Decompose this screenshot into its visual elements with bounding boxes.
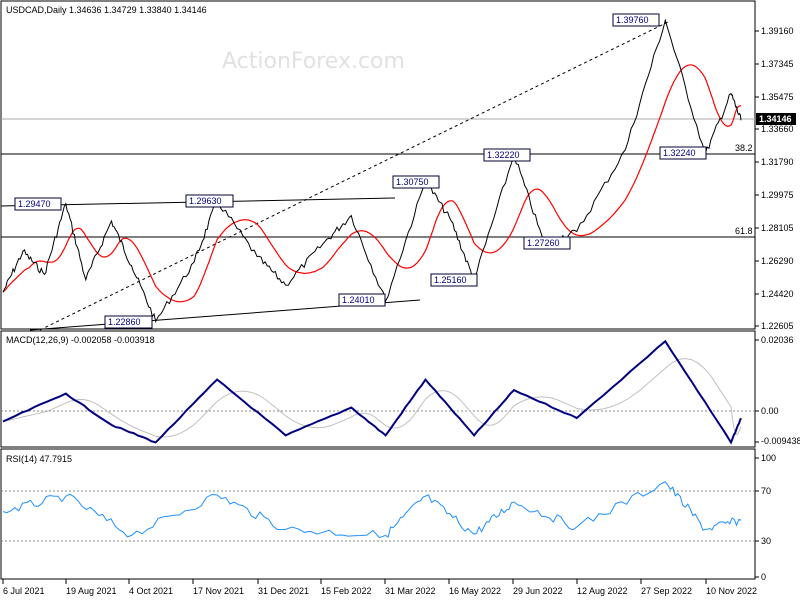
price-tick: 1.29975 xyxy=(761,190,794,200)
fib-projection-line xyxy=(39,21,669,331)
x-tick: 31 Dec 2021 xyxy=(258,586,309,596)
macd-header: MACD(12,26,9) -0.002058 -0.003918 xyxy=(6,335,155,345)
price-line xyxy=(2,18,742,323)
sma-line xyxy=(2,64,742,303)
level-label: 1.29470 xyxy=(18,199,51,209)
level-label: 1.29630 xyxy=(189,196,222,206)
price-tick: 1.26290 xyxy=(761,256,794,266)
macd-y-axis: 0.02036 0.00 -0.009438 xyxy=(755,335,800,446)
rsi-line xyxy=(2,481,742,539)
rsi-tick: 70 xyxy=(761,486,771,496)
price-tick: 1.24420 xyxy=(761,289,794,299)
level-label: 1.22860 xyxy=(108,317,141,327)
level-box xyxy=(612,13,660,27)
level-box xyxy=(659,146,707,160)
current-price-marker xyxy=(756,113,796,125)
level-label: 1.30750 xyxy=(396,177,429,187)
x-tick: 15 Feb 2022 xyxy=(321,586,372,596)
macd-signal-line xyxy=(2,357,742,438)
x-tick: 27 Sep 2022 xyxy=(641,586,692,596)
x-tick: 6 Jul 2021 xyxy=(3,586,45,596)
x-tick: 29 Jun 2022 xyxy=(513,586,563,596)
price-tick: 1.31790 xyxy=(761,157,794,167)
macd-panel xyxy=(0,330,756,448)
rsi-panel xyxy=(0,448,756,580)
level-label: 1.25160 xyxy=(434,275,467,285)
rsi-tick: 30 xyxy=(761,536,771,546)
rsi-y-axis: 100 70 30 0 xyxy=(755,453,776,582)
x-tick: 19 Aug 2021 xyxy=(66,586,117,596)
level-label: 1.39760 xyxy=(616,15,649,25)
level-label: 1.24010 xyxy=(342,295,375,305)
price-tick: 1.37345 xyxy=(761,59,794,69)
fib-618-label: 61.8 xyxy=(735,226,753,236)
level-label: 1.32240 xyxy=(663,148,696,158)
level-box xyxy=(392,175,440,189)
x-tick: 16 May 2022 xyxy=(449,586,501,596)
level-box xyxy=(14,197,62,211)
x-tick: 4 Oct 2021 xyxy=(129,586,173,596)
x-tick: 12 Aug 2022 xyxy=(577,586,628,596)
level-box xyxy=(338,293,386,307)
level-labels: 1.29470 1.29630 1.22860 1.24010 1.30750 … xyxy=(14,13,707,329)
level-box xyxy=(483,148,531,162)
macd-line xyxy=(2,339,742,445)
price-y-axis: 1.39160 1.37345 1.35475 1.33660 1.31790 … xyxy=(755,26,794,331)
price-panel xyxy=(0,0,756,330)
price-tick: 1.33660 xyxy=(761,124,794,134)
level-box xyxy=(104,315,153,329)
macd-tick: 0.02036 xyxy=(761,335,794,345)
rsi-tick: 0 xyxy=(761,572,766,582)
price-tick: 1.28105 xyxy=(761,223,794,233)
x-tick: 31 Mar 2022 xyxy=(385,586,436,596)
macd-tick: 0.00 xyxy=(761,406,779,416)
x-tick: 17 Nov 2021 xyxy=(193,586,244,596)
price-tick: 1.35475 xyxy=(761,92,794,102)
watermark: ActionForex.com xyxy=(222,49,405,74)
level-box xyxy=(185,194,234,208)
level-label: 1.27260 xyxy=(527,238,560,248)
price-tick: 1.39160 xyxy=(761,26,794,36)
x-tick: 10 Nov 2022 xyxy=(706,586,757,596)
x-axis: 6 Jul 2021 19 Aug 2021 4 Oct 2021 17 Nov… xyxy=(2,579,757,596)
rsi-tick: 100 xyxy=(761,453,776,463)
fib-382-label: 38.2 xyxy=(735,143,753,153)
rsi-header: RSI(14) 47.7915 xyxy=(6,454,72,464)
price-header: USDCAD,Daily 1.34636 1.34729 1.33840 1.3… xyxy=(6,5,207,15)
level-box xyxy=(430,273,478,287)
current-price-text: 1.34146 xyxy=(759,114,792,124)
macd-tick: -0.009438 xyxy=(761,436,800,446)
level-label: 1.32220 xyxy=(487,150,520,160)
price-tick: 1.22605 xyxy=(761,321,794,331)
level-box xyxy=(523,236,571,250)
